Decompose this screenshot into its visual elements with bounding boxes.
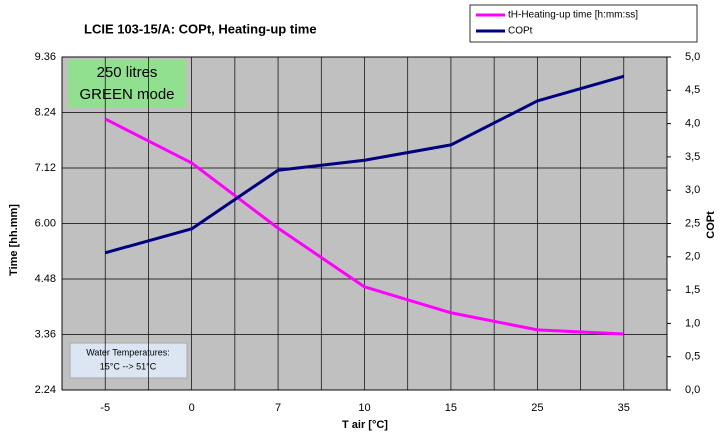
x-tick-label: 15 xyxy=(445,402,457,414)
legend xyxy=(469,4,698,43)
y-axis-label: Time [hh.mm] xyxy=(8,204,20,276)
mode-box xyxy=(68,60,186,108)
y2-tick-label: 4,5 xyxy=(685,84,700,96)
y2-tick-label: 4,0 xyxy=(685,118,700,130)
y-tick-label: 8.24 xyxy=(35,106,56,118)
y2-axis-label: COPt xyxy=(705,211,717,239)
y-tick-label: 9.36 xyxy=(35,51,56,63)
y2-tick-label: 2,0 xyxy=(685,251,700,263)
y2-tick-label: 5,0 xyxy=(685,51,700,63)
annotation: GREEN mode xyxy=(79,86,174,103)
plot-border xyxy=(61,56,668,391)
x-tick-label: 35 xyxy=(618,402,630,414)
y2-tick-label: 3,0 xyxy=(685,184,700,196)
series-line xyxy=(104,74,625,255)
annotation: 15°C --> 51°C xyxy=(100,361,157,371)
legend-label: COPt xyxy=(508,26,533,37)
series-line xyxy=(104,117,624,336)
annotation: Water Temperatures: xyxy=(86,347,170,357)
x-tick-label: -5 xyxy=(100,402,110,414)
y-tick-label: 6.00 xyxy=(35,217,56,229)
y-tick-label: 3.36 xyxy=(35,328,56,340)
y2-tick-label: 1,5 xyxy=(685,284,700,296)
y2-tick-label: 0,0 xyxy=(685,384,700,396)
y2-tick-label: 2,5 xyxy=(685,217,700,229)
x-tick-label: 7 xyxy=(275,402,281,414)
y-tick-label: 2.24 xyxy=(35,384,56,396)
legend-label: tH-Heating-up time [h:mm:ss] xyxy=(508,10,638,21)
temp-box xyxy=(69,342,188,379)
y2-tick-label: 3,5 xyxy=(685,151,700,163)
y-tick-label: 4.48 xyxy=(35,273,56,285)
x-tick-label: 10 xyxy=(358,402,370,414)
y2-tick-label: 1,0 xyxy=(685,317,700,329)
x-tick-label: 25 xyxy=(531,402,543,414)
y-tick-label: 7.12 xyxy=(35,162,56,174)
chart-title: LCIE 103-15/A: COPt, Heating-up time xyxy=(84,21,317,36)
annotation: 250 litres xyxy=(97,64,158,81)
x-tick-label: 0 xyxy=(189,402,195,414)
y2-tick-label: 0,5 xyxy=(685,351,700,363)
x-axis-label: T air [°C] xyxy=(342,419,388,431)
